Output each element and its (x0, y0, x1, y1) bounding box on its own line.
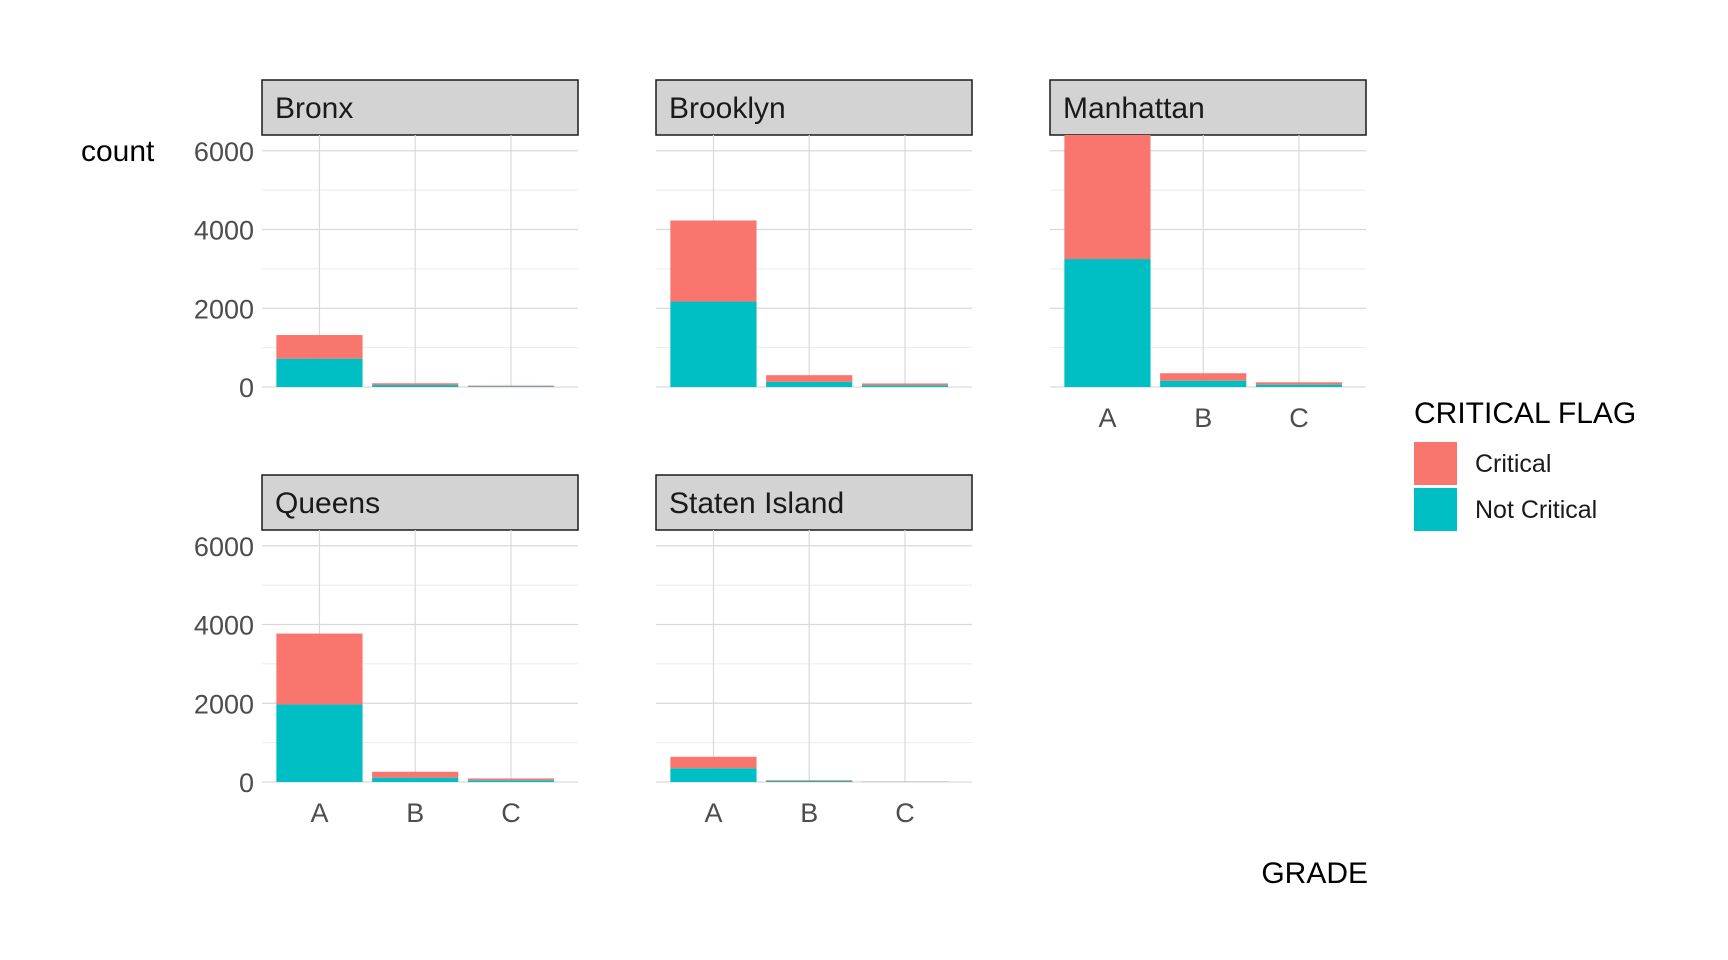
bar-queens-b-not-critical (372, 777, 459, 782)
y-axis-title: count (81, 135, 155, 168)
y-tick-label: 0 (239, 768, 254, 798)
x-tick-label: C (1289, 403, 1309, 433)
x-tick-label: A (1098, 403, 1116, 433)
bar-brooklyn-b-critical (766, 375, 853, 382)
bar-manhattan-c-critical (1255, 382, 1343, 385)
legend-label-not-critical: Not Critical (1475, 496, 1597, 524)
strip-brooklyn (655, 79, 973, 136)
bar-brooklyn-b-not-critical (766, 381, 853, 387)
bar-queens-c-not-critical (467, 780, 555, 782)
panel-staten-island: Staten Island A B C (655, 474, 973, 828)
strip-bronx (261, 79, 579, 136)
bar-bronx-a-critical (276, 335, 363, 359)
x-tick-label: B (800, 798, 818, 828)
strip-manhattan (1049, 79, 1367, 136)
bar-queens-c-critical (467, 778, 555, 781)
bar-brooklyn-a-critical (670, 220, 757, 302)
legend-key-critical (1414, 442, 1457, 485)
bar-bronx-c-critical (467, 385, 555, 387)
bar-brooklyn-c-not-critical (861, 385, 949, 387)
y-tick-label: 2000 (194, 294, 254, 324)
x-tick-label: C (895, 798, 915, 828)
strip-staten-island (655, 474, 973, 531)
bar-manhattan-b-not-critical (1160, 380, 1247, 387)
bar-bronx-b-critical (372, 383, 459, 386)
strip-queens (261, 474, 579, 531)
y-tick-label: 6000 (194, 137, 254, 167)
x-tick-label: A (704, 798, 722, 828)
bar-staten-island-b-critical (766, 780, 853, 782)
strip-label-bronx: Bronx (275, 92, 353, 125)
panel-manhattan: Manhattan A B C (1049, 79, 1367, 433)
x-axis-title: GRADE (1261, 857, 1368, 890)
bar-bronx-a-not-critical (276, 358, 363, 387)
bar-manhattan-b-critical (1160, 373, 1247, 381)
bar-queens-a-critical (276, 633, 363, 705)
legend: CRITICAL FLAG Critical Not Critical (1414, 397, 1636, 531)
panel-brooklyn: Brooklyn (655, 79, 973, 388)
strip-label-queens: Queens (275, 487, 380, 520)
bar-manhattan-a-not-critical (1064, 259, 1151, 387)
legend-label-critical: Critical (1475, 450, 1551, 478)
panel-queens: Queens 0 2000 4000 6000 A B C (194, 474, 579, 828)
strip-label-manhattan: Manhattan (1063, 92, 1205, 125)
bar-staten-island-b-not-critical (766, 781, 853, 782)
bar-manhattan-c-not-critical (1255, 384, 1343, 387)
legend-key-not-critical (1414, 488, 1457, 531)
bar-bronx-c-not-critical (467, 386, 555, 387)
x-tick-label: B (406, 798, 424, 828)
legend-title: CRITICAL FLAG (1414, 397, 1636, 430)
y-tick-label: 4000 (194, 611, 254, 641)
y-tick-label: 6000 (194, 532, 254, 562)
bar-staten-island-a-not-critical (670, 768, 757, 782)
bar-manhattan-a-critical (1064, 135, 1151, 260)
bar-brooklyn-a-not-critical (670, 301, 757, 387)
strip-label-brooklyn: Brooklyn (669, 92, 786, 125)
strip-label-staten-island: Staten Island (669, 487, 844, 520)
bar-queens-b-critical (372, 771, 459, 778)
panel-bronx: Bronx 0 2000 4000 6000 (194, 79, 579, 403)
bar-bronx-b-not-critical (372, 385, 459, 387)
bar-staten-island-a-critical (670, 756, 757, 769)
x-tick-label: C (501, 798, 521, 828)
bar-queens-a-not-critical (276, 704, 363, 782)
x-tick-label: B (1194, 403, 1212, 433)
y-tick-label: 0 (239, 373, 254, 403)
bar-brooklyn-c-critical (861, 383, 949, 386)
x-tick-label: A (310, 798, 328, 828)
y-tick-label: 2000 (194, 689, 254, 719)
y-tick-label: 4000 (194, 216, 254, 246)
